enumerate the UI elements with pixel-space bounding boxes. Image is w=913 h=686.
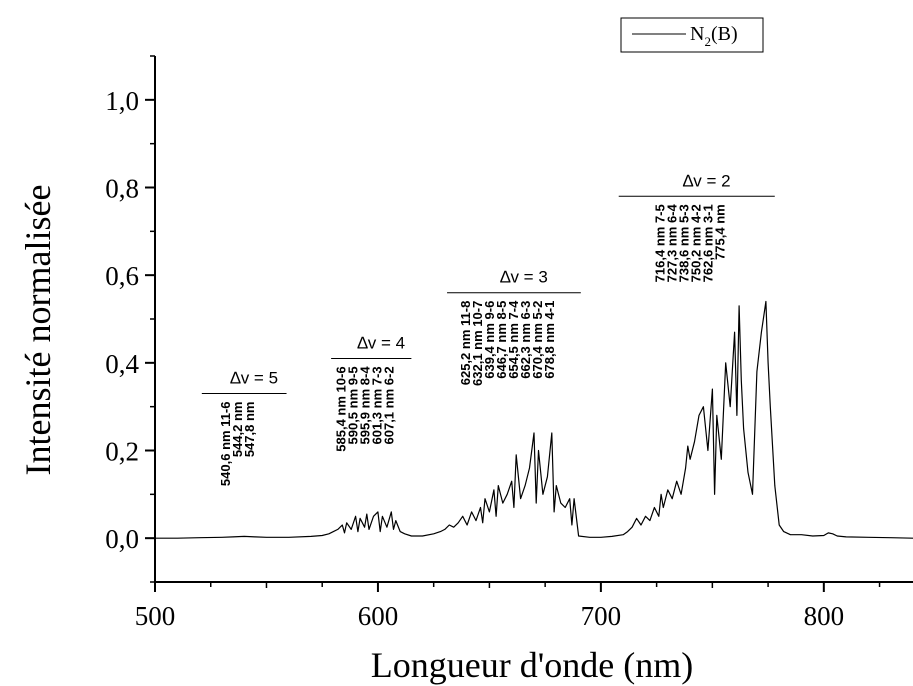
band-wavelength-label: 595,9 nm 8-4: [357, 366, 372, 445]
band-group-label: ∆v = 2: [683, 171, 731, 190]
band-wavelength-label: 727,3 nm 6-4: [665, 203, 680, 282]
band-wavelength-label: 775,4 nm: [713, 204, 728, 260]
y-tick-label: 0,6: [105, 261, 139, 291]
x-tick-label: 500: [135, 601, 176, 631]
legend: N2(B): [620, 17, 764, 53]
legend-label-subscript: 2: [704, 34, 711, 49]
band-wavelength-label: 632,1 nm 10-7: [470, 301, 485, 386]
x-tick-label: 700: [581, 601, 622, 631]
band-wavelength-label: 716,4 nm 7-5: [653, 204, 668, 282]
y-tick-label: 0,4: [105, 349, 139, 379]
y-tick-label: 1,0: [105, 86, 139, 116]
band-wavelength-label: 540,6 nm 11-6: [218, 402, 233, 487]
legend-box: [620, 17, 764, 53]
band-wavelength-label: 646,7 nm 8-5: [494, 301, 509, 379]
band-wavelength-label: 670,4 nm 5-2: [530, 301, 545, 379]
band-wavelength-label: 547,8 nm: [242, 402, 257, 458]
band-wavelength-label: 750,2 nm 4-2: [689, 204, 704, 282]
band-group-label: ∆v = 4: [357, 333, 405, 352]
y-tick-label: 0,2: [105, 437, 139, 467]
legend-label-main: N: [690, 23, 704, 45]
band-group-label: ∆v = 5: [230, 369, 278, 388]
plot-area: [155, 300, 913, 539]
band-wavelength-label: 590,5 nm 9-5: [345, 366, 360, 444]
band-wavelength-label: 654,5 nm 7-4: [506, 300, 521, 379]
band-wavelength-label: 738,6 nm 5-3: [677, 204, 692, 282]
band-wavelength-label: 585,4 nm 10-6: [333, 366, 348, 451]
band-wavelength-label: 544,2 nm: [230, 402, 245, 458]
legend-label-tail: (B): [711, 23, 738, 45]
x-axis-title: Longueur d'onde (nm): [371, 645, 693, 685]
axes: 500 600 700 800 0,0 0,2 0,4 0,6 0,8 1,0: [105, 55, 913, 631]
legend-label: N2(B): [690, 23, 738, 49]
band-wavelength-label: 762,6 nm 3-1: [701, 204, 716, 282]
band-wavelength-label: 625,2 nm 11-8: [458, 301, 473, 386]
band-wavelength-label: 639,4 nm 9-6: [482, 301, 497, 379]
x-tick-label: 600: [358, 601, 399, 631]
band-wavelength-label: 601,3 nm 7-3: [369, 366, 384, 444]
band-wavelength-label: 607,1 nm 6-2: [381, 366, 396, 444]
band-group-label: ∆v = 3: [500, 268, 548, 287]
y-tick-label: 0,0: [105, 524, 139, 554]
y-axis-title: Intensité normalisée: [18, 185, 58, 476]
x-tick-label: 800: [804, 601, 845, 631]
series-line-0: [155, 300, 913, 539]
y-tick-label: 0,8: [105, 174, 139, 204]
band-wavelength-label: 678,8 nm 4-1: [542, 301, 557, 379]
band-wavelength-label: 662,3 nm 6-3: [518, 301, 533, 379]
